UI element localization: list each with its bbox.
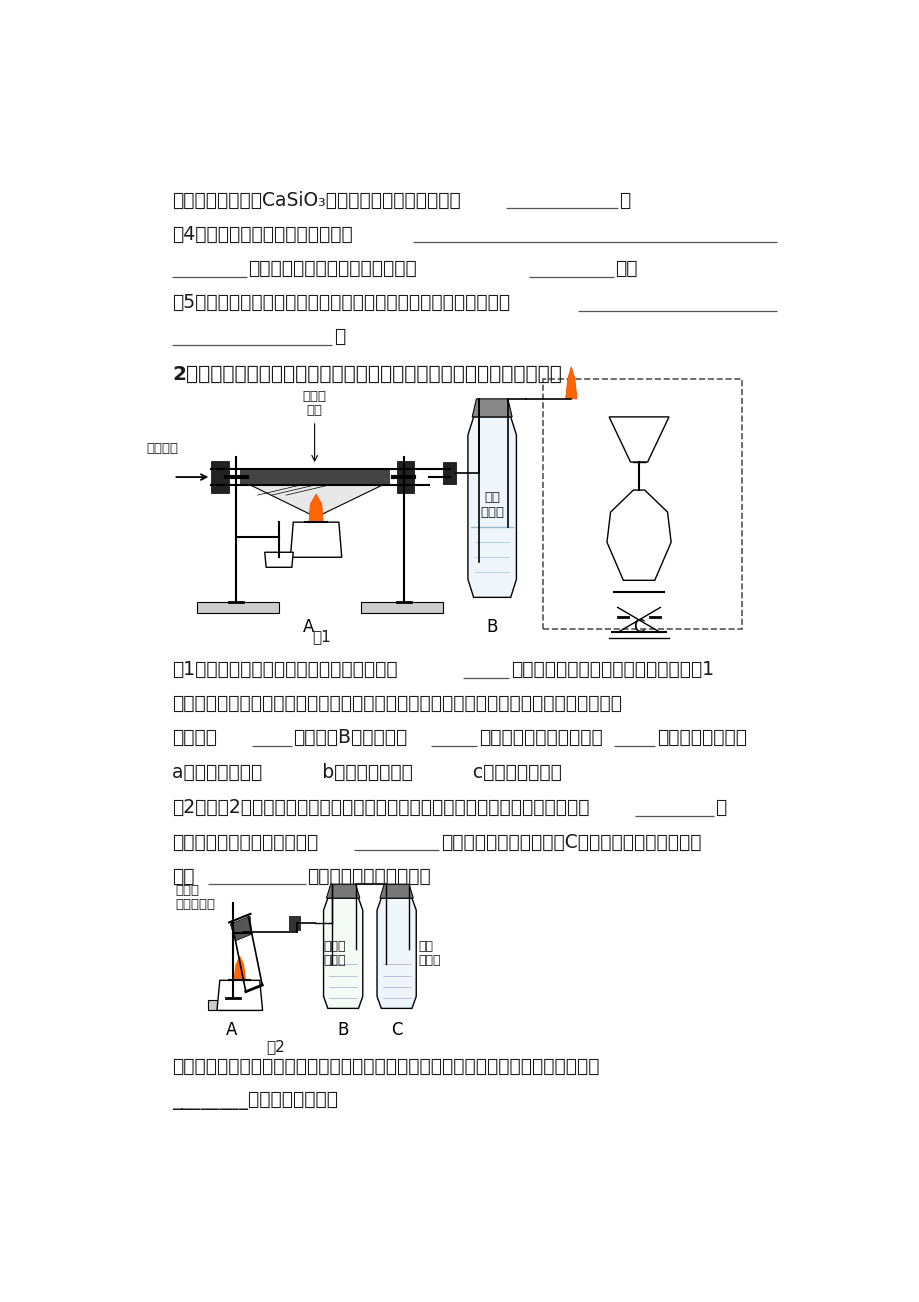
- Text: 氧化铁粉末: 氧化铁粉末: [176, 897, 215, 910]
- Text: 氢氧化: 氢氧化: [323, 940, 346, 953]
- Polygon shape: [217, 980, 262, 1010]
- Polygon shape: [233, 956, 246, 980]
- Polygon shape: [380, 884, 413, 898]
- Polygon shape: [608, 417, 668, 462]
- Text: 渣中含有硅酸钙（CaSiO₃），其中硅元素的化合价是: 渣中含有硅酸钙（CaSiO₃），其中硅元素的化合价是: [172, 191, 460, 210]
- Text: B: B: [337, 1022, 348, 1039]
- Text: 试管口部略向下倾斜的原因是: 试管口部略向下倾斜的原因是: [172, 832, 318, 852]
- Text: 图1: 图1: [312, 629, 331, 644]
- Polygon shape: [323, 898, 362, 1008]
- Text: 一氧化碳: 一氧化碳: [147, 443, 178, 456]
- Polygon shape: [197, 603, 278, 613]
- Text: 石灰水: 石灰水: [417, 954, 440, 967]
- Text: C: C: [632, 618, 644, 637]
- Text: 澄清: 澄清: [483, 491, 500, 504]
- Text: a．吸收二氧化碳          b．消耗一氧化碳          c．检验一氧化碳: a．吸收二氧化碳 b．消耗一氧化碳 c．检验一氧化碳: [172, 763, 562, 783]
- Text: （填写铁矿石名称）的主要成分。如图1: （填写铁矿石名称）的主要成分。如图1: [510, 660, 713, 680]
- Text: 木炭粉: 木炭粉: [176, 884, 199, 897]
- Polygon shape: [240, 470, 389, 484]
- Text: C: C: [391, 1022, 402, 1039]
- Text: 性。: 性。: [615, 259, 638, 279]
- Polygon shape: [265, 552, 293, 568]
- Text: （1）铁元素在自然界中分布很广，氧化铁是: （1）铁元素在自然界中分布很广，氧化铁是: [172, 660, 397, 680]
- Polygon shape: [471, 398, 512, 417]
- Text: 2．学习了金属矿物及其冶炼后，同学们设计了两组实验装置，请回答：: 2．学习了金属矿物及其冶炼后，同学们设计了两组实验装置，请回答：: [172, 366, 562, 384]
- Text: 钠溶液: 钠溶液: [323, 954, 346, 967]
- Text: （用化学方程式表示）。: （用化学方程式表示）。: [307, 867, 431, 885]
- Text: A: A: [225, 1022, 237, 1039]
- Text: 石灰水: 石灰水: [480, 505, 504, 518]
- Polygon shape: [211, 461, 229, 493]
- Text: 。将钢锭轧成钢板，体现了金属的: 。将钢锭轧成钢板，体现了金属的: [248, 259, 416, 279]
- Text: ________（填字母序号）。: ________（填字母序号）。: [172, 1091, 337, 1111]
- Text: ，虚线框内装置的作用是: ，虚线框内装置的作用是: [478, 728, 602, 747]
- Text: 同学们发现一氧化碳和二氧化碳的组成元素相同，但性质有所不同。以下说法正确的是: 同学们发现一氧化碳和二氧化碳的组成元素相同，但性质有所不同。以下说法正确的是: [172, 1057, 599, 1075]
- Polygon shape: [607, 490, 671, 581]
- Text: （4）炼钢炉中，通入纯氧的目的是: （4）炼钢炉中，通入纯氧的目的是: [172, 225, 352, 243]
- Polygon shape: [377, 898, 415, 1008]
- Text: （2）如图2是用适量木炭粉还原氧化铁粉末的实验装置，写出反应的化学方程式：: （2）如图2是用适量木炭粉还原氧化铁粉末的实验装置，写出反应的化学方程式：: [172, 798, 589, 818]
- Polygon shape: [208, 1000, 257, 1010]
- Text: 。: 。: [334, 327, 345, 346]
- Polygon shape: [290, 522, 341, 557]
- Text: 氧化铁: 氧化铁: [302, 391, 326, 404]
- Polygon shape: [289, 917, 300, 930]
- Text: （5）钢铁制品可能会生锈，写出用稀硫酸除锈反应的化学方程式：: （5）钢铁制品可能会生锈，写出用稀硫酸除锈反应的化学方程式：: [172, 293, 510, 312]
- Text: 图2: 图2: [266, 1039, 285, 1055]
- Text: B: B: [486, 618, 497, 637]
- Text: ，: ，: [715, 798, 726, 818]
- Text: A: A: [303, 618, 314, 637]
- Polygon shape: [396, 461, 414, 493]
- Text: 。反应一段时间后，装置C中澄清石灰水无现象的原: 。反应一段时间后，装置C中澄清石灰水无现象的原: [440, 832, 700, 852]
- Polygon shape: [326, 884, 359, 898]
- Polygon shape: [250, 486, 382, 517]
- Text: （填字母序号）。: （填字母序号）。: [656, 728, 746, 747]
- Polygon shape: [360, 603, 443, 613]
- Polygon shape: [443, 462, 455, 484]
- Text: 色，装置B中的现象是: 色，装置B中的现象是: [293, 728, 407, 747]
- Text: 。: 。: [618, 191, 630, 210]
- Text: 因是: 因是: [172, 867, 194, 885]
- Polygon shape: [468, 417, 516, 598]
- Text: 粉末: 粉末: [306, 405, 323, 418]
- Polygon shape: [230, 917, 252, 941]
- Text: 澄清: 澄清: [417, 940, 433, 953]
- Polygon shape: [309, 493, 323, 522]
- Text: 逐渐变成: 逐渐变成: [172, 728, 217, 747]
- Polygon shape: [565, 367, 576, 398]
- Text: 是用一氧化碳还原氧化铁粉末的实验装置，反应一段时间后，观察到玻璃管中的氧化铁粉末: 是用一氧化碳还原氧化铁粉末的实验装置，反应一段时间后，观察到玻璃管中的氧化铁粉末: [172, 694, 621, 713]
